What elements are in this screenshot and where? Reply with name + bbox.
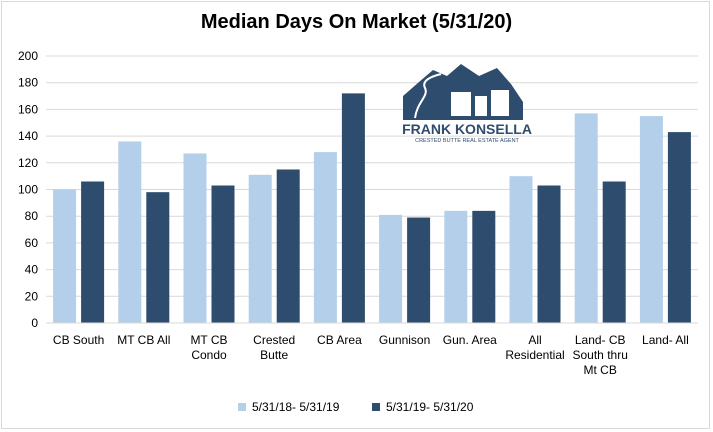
y-tick-label: 40	[25, 263, 39, 277]
x-category-label: All Residential	[505, 333, 564, 362]
x-category-label: Land- CB South thru Mt CB	[573, 333, 628, 377]
y-axis-tick-labels: 0 20 40 60 80 100 120 140 160 180 200	[18, 49, 38, 330]
bar-series-2	[276, 169, 300, 323]
building-mark	[491, 90, 509, 116]
brand-logo: FRANK KONSELLA CRESTED BUTTE REAL ESTATE…	[402, 64, 532, 144]
x-category-label: CB Area	[317, 333, 362, 347]
x-category-label: MT CB All	[117, 333, 170, 347]
legend-swatch	[372, 403, 380, 411]
x-category-label: MT CB Condo	[190, 333, 227, 362]
legend-swatch	[238, 403, 246, 411]
legend: 5/31/18- 5/31/19 5/31/19- 5/31/20	[238, 400, 474, 414]
bar-series-2	[472, 210, 496, 323]
y-tick-label: 140	[18, 129, 38, 143]
bar-series-2	[146, 192, 170, 323]
bar-series-2	[211, 185, 235, 323]
bar-series-2	[602, 181, 626, 323]
bar-series-1	[639, 116, 663, 323]
building-mark	[475, 96, 487, 116]
x-axis-category-labels: CB South MT CB All MT CB Condo Crested Butte C…	[53, 333, 689, 377]
bar-series-2	[81, 181, 105, 323]
bar-series-2	[537, 185, 561, 323]
y-tick-label: 180	[18, 76, 38, 90]
bar-series-2	[341, 93, 365, 323]
x-category-label: Gunnison	[379, 333, 430, 347]
y-tick-label: 200	[18, 49, 38, 63]
bar-series-1	[183, 153, 207, 323]
chart-title: Median Days On Market (5/31/20)	[200, 11, 513, 33]
x-category-label: Crested Butte	[253, 333, 295, 362]
bars	[53, 93, 691, 323]
bar-series-2	[407, 217, 431, 323]
bar-series-2	[667, 132, 691, 323]
bar-series-1	[118, 141, 142, 323]
x-category-label: CB South	[53, 333, 104, 347]
road-curve-mark	[414, 73, 442, 119]
y-tick-label: 160	[18, 102, 38, 116]
bar-series-1	[248, 174, 272, 323]
bar-series-1	[444, 210, 468, 323]
legend-label: 5/31/18- 5/31/19	[252, 400, 340, 414]
bar-series-1	[53, 189, 77, 323]
y-tick-label: 80	[25, 209, 39, 223]
y-tick-label: 120	[18, 156, 38, 170]
bar-series-1	[313, 152, 337, 323]
y-tick-label: 0	[31, 316, 38, 330]
logo-tagline: CRESTED BUTTE REAL ESTATE AGENT	[415, 138, 519, 144]
y-tick-label: 20	[25, 289, 39, 303]
bar-series-1	[379, 214, 403, 323]
y-tick-label: 100	[18, 183, 38, 197]
gridlines	[46, 55, 698, 324]
bar-series-1	[509, 176, 533, 323]
logo-name: FRANK KONSELLA	[402, 121, 532, 137]
x-category-label: Gun. Area	[443, 333, 497, 347]
bar-series-1	[574, 113, 598, 323]
x-category-label: Land- All	[642, 333, 689, 347]
legend-label: 5/31/19- 5/31/20	[386, 400, 474, 414]
y-tick-label: 60	[25, 236, 39, 250]
building-mark	[451, 92, 471, 116]
